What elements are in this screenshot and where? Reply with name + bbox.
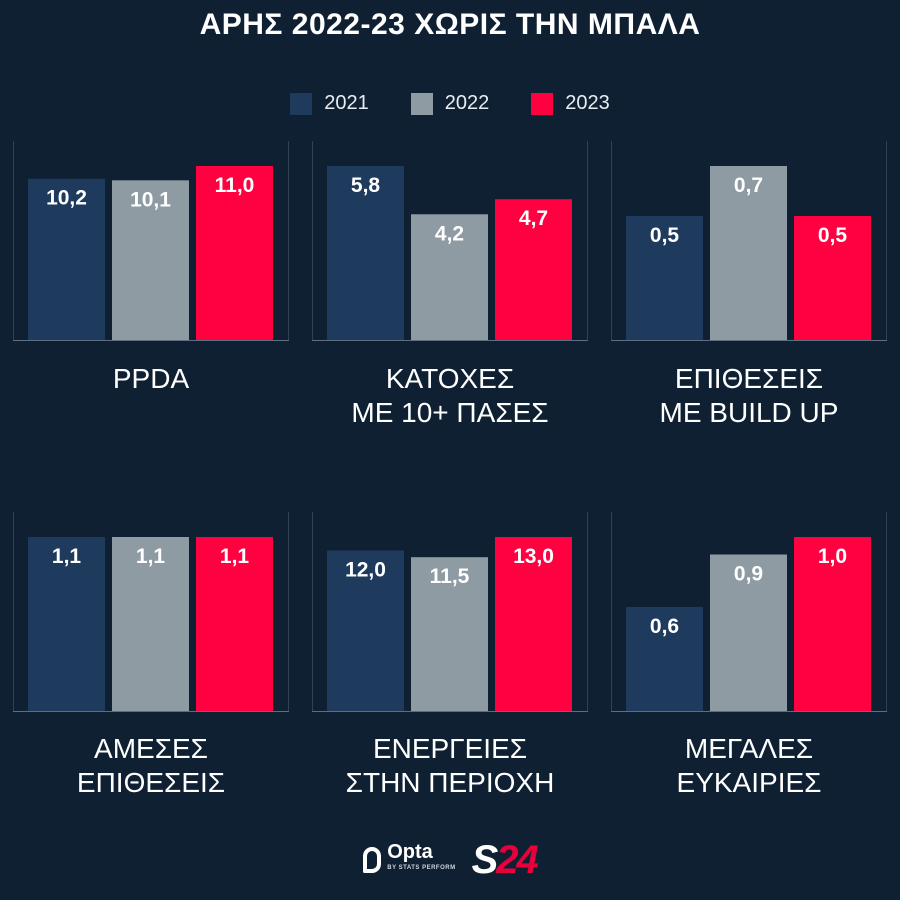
bar-value-label: 4,2 xyxy=(435,222,464,245)
bar-2022 xyxy=(710,554,787,712)
panel-build-up-attacks: 0,5 0,7 0,5 xyxy=(611,141,887,341)
opta-logo-subtext: BY STATS PERFORM xyxy=(387,865,456,871)
bar-value-label: 0,6 xyxy=(650,615,679,638)
panel-big-chances: 0,6 0,9 1,0 xyxy=(611,512,887,712)
bar-2023 xyxy=(794,537,871,712)
bar-2023 xyxy=(495,537,572,712)
s24-logo-s: S xyxy=(471,838,499,882)
legend-item-2021: 2021 xyxy=(290,92,369,115)
panel-label-line: ΕΝΕΡΓΕΙΕΣ xyxy=(372,733,528,764)
panel-direct-attacks: 1,1 1,1 1,1 xyxy=(13,512,289,712)
bar-value-label: 11,0 xyxy=(215,174,255,197)
bar-2022 xyxy=(710,166,787,341)
panel-label-line: ΕΥΚΑΙΡΙΕΣ xyxy=(676,767,822,798)
panel-label-line: ΣΤΗΝ ΠΕΡΙΟΧΗ xyxy=(345,767,555,798)
panel-label-line: ΚΑΤΟΧΕΣ xyxy=(385,363,515,394)
bar-2021 xyxy=(327,550,404,712)
legend-label-2023: 2023 xyxy=(565,92,610,114)
panel-ppda: 10,2 10,1 11,0 xyxy=(13,141,289,341)
bar-2021 xyxy=(327,166,404,341)
chart-ppda: 10,2 10,1 11,0 xyxy=(13,141,289,341)
bar-value-label: 1,1 xyxy=(136,545,166,568)
panel-label-line: ΕΠΙΘΕΣΕΙΣ xyxy=(674,363,824,394)
panel-label-line: ΜΕΓΑΛΕΣ xyxy=(684,733,814,764)
bar-value-label: 13,0 xyxy=(513,545,554,568)
legend-swatch-2023 xyxy=(531,92,554,115)
bar-2021 xyxy=(626,607,703,712)
chart-title: ΑΡΗΣ 2022-23 ΧΩΡΙΣ ΤΗΝ ΜΠΑΛΑ xyxy=(199,8,701,41)
panel-label-line: PPDA xyxy=(112,363,190,394)
bar-2023 xyxy=(495,199,572,341)
opta-logo-text: Opta xyxy=(387,841,433,863)
bar-value-label: 0,5 xyxy=(650,224,680,247)
legend-swatch-2021 xyxy=(290,92,313,115)
panel-label-line: ΕΠΙΘΕΣΕΙΣ xyxy=(76,767,226,798)
legend-label-2022: 2022 xyxy=(444,92,490,114)
bar-2022 xyxy=(112,537,189,712)
bar-2021 xyxy=(626,216,703,341)
opta-logo: Opta BY STATS PERFORM xyxy=(363,841,456,876)
bar-value-label: 1,0 xyxy=(818,545,847,568)
legend-label-2021: 2021 xyxy=(324,92,369,114)
bar-value-label: 0,7 xyxy=(734,174,763,197)
panel-label-possessions-10-passes: ΚΑΤΟΧΕΣ ΜΕ 10+ ΠΑΣΕΣ xyxy=(300,362,600,430)
bar-value-label: 5,8 xyxy=(351,174,381,197)
panel-label-ppda: PPDA xyxy=(1,362,301,396)
chart-direct-attacks: 1,1 1,1 1,1 xyxy=(13,512,289,712)
panel-label-line: ΜΕ BUILD UP xyxy=(659,397,839,428)
panel-label-box-actions: ΕΝΕΡΓΕΙΕΣ ΣΤΗΝ ΠΕΡΙΟΧΗ xyxy=(300,732,600,800)
opta-mark-icon xyxy=(363,847,382,873)
bar-value-label: 4,7 xyxy=(519,207,548,230)
s24-logo: S24 xyxy=(471,838,539,882)
bar-value-label: 1,1 xyxy=(220,545,250,568)
bar-2022 xyxy=(411,214,488,341)
bar-2021 xyxy=(28,178,105,341)
panel-possessions-10-passes: 5,8 4,2 4,7 xyxy=(312,141,588,341)
panel-box-actions: 12,0 11,5 13,0 xyxy=(312,512,588,712)
panel-label-line: ΑΜΕΣΕΣ xyxy=(94,733,208,764)
bar-2023 xyxy=(794,216,871,341)
panel-label-big-chances: ΜΕΓΑΛΕΣ ΕΥΚΑΙΡΙΕΣ xyxy=(599,732,899,800)
bar-2023 xyxy=(196,537,273,712)
bar-2023 xyxy=(196,166,273,341)
bar-value-label: 0,5 xyxy=(818,224,848,247)
chart-big-chances: 0,6 0,9 1,0 xyxy=(611,512,887,712)
bar-value-label: 11,5 xyxy=(430,565,470,588)
bar-value-label: 10,2 xyxy=(46,187,87,210)
legend-swatch-2022 xyxy=(410,92,433,115)
bar-value-label: 10,1 xyxy=(130,188,171,211)
s24-logo-number: 24 xyxy=(496,838,538,882)
legend-item-2022: 2022 xyxy=(410,92,490,115)
chart-build-up-attacks: 0,5 0,7 0,5 xyxy=(611,141,887,341)
legend-item-2023: 2023 xyxy=(531,92,610,115)
bar-value-label: 0,9 xyxy=(734,563,763,586)
chart-possessions-10-passes: 5,8 4,2 4,7 xyxy=(312,141,588,341)
bar-value-label: 12,0 xyxy=(345,558,386,581)
bar-value-label: 1,1 xyxy=(52,545,82,568)
chart-box-actions: 12,0 11,5 13,0 xyxy=(312,512,588,712)
legend: 2021 2022 2023 xyxy=(0,92,900,115)
footer-logos: Opta BY STATS PERFORM S24 xyxy=(0,840,900,880)
panel-label-line: ΜΕ 10+ ΠΑΣΕΣ xyxy=(351,397,549,428)
bar-2021 xyxy=(28,537,105,712)
panel-label-direct-attacks: ΑΜΕΣΕΣ ΕΠΙΘΕΣΕΙΣ xyxy=(1,732,301,800)
bar-2022 xyxy=(112,180,189,341)
bar-2022 xyxy=(411,557,488,712)
panel-label-build-up-attacks: ΕΠΙΘΕΣΕΙΣ ΜΕ BUILD UP xyxy=(599,362,899,430)
